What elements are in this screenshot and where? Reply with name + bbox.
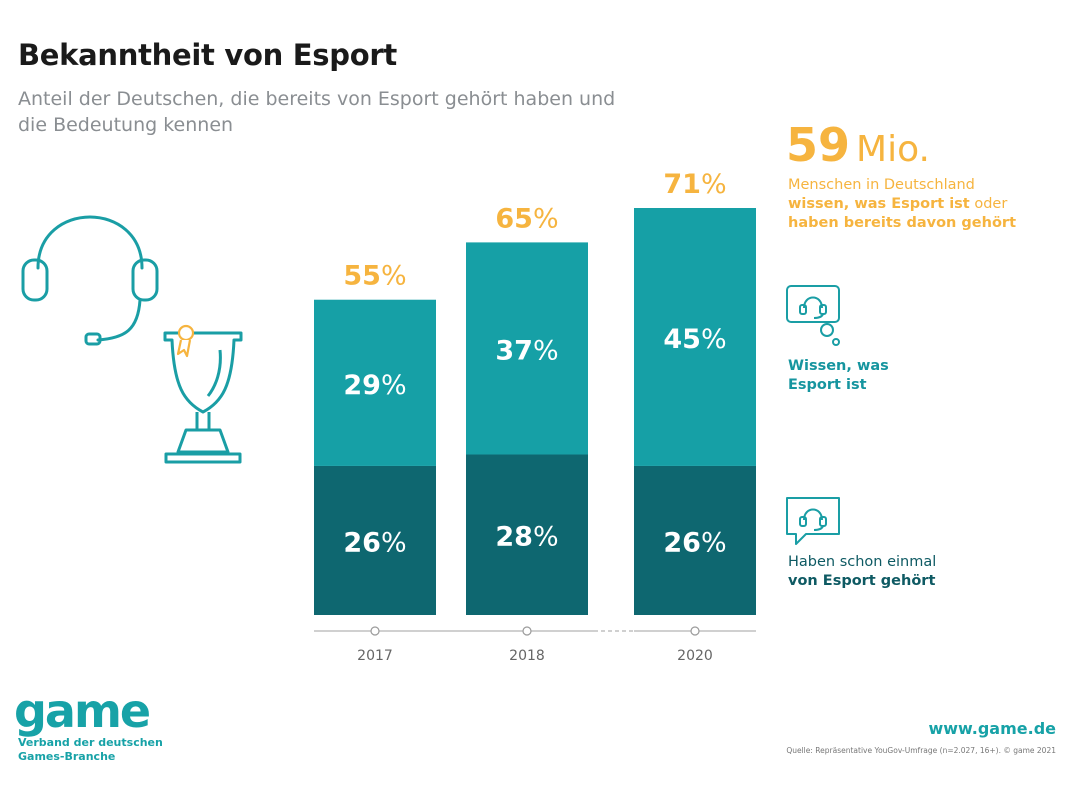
legend-heard: Haben schon einmal von Esport gehört: [788, 553, 1048, 591]
highlight-unit: Mio.: [856, 129, 930, 170]
speech-bubble-headset-icon: [786, 285, 840, 346]
highlight-desc-plain2: oder: [969, 196, 1008, 212]
highlight-figure: 59 Mio.: [786, 118, 930, 172]
source-note: Quelle: Repräsentative YouGov-Umfrage (n…: [786, 746, 1056, 755]
legend-heard-plain: Haben schon einmal: [788, 554, 937, 570]
data-label-2018-know: 37%: [495, 335, 558, 366]
total-label-2020: 71%: [663, 169, 726, 200]
x-tick-label-2020: 2020: [677, 648, 713, 664]
bar-2018-heard: [466, 454, 588, 615]
bar-2018-know: [466, 242, 588, 455]
x-axis-marker-2020: [690, 626, 700, 636]
x-tick-label-2018: 2018: [509, 648, 545, 664]
headset-trophy-illustration: [21, 215, 243, 464]
headset-icon: [21, 215, 159, 346]
logo-subtitle: Verband der deutschen Games-Branche: [18, 736, 163, 763]
website-url[interactable]: www.game.de: [928, 719, 1056, 738]
legend-know: Wissen, was Esport ist: [788, 358, 889, 393]
chart-subtitle: Anteil der Deutschen, die bereits von Es…: [18, 88, 616, 136]
data-label-2017-know: 29%: [343, 370, 406, 401]
highlight-desc-plain: Menschen in Deutschland: [788, 177, 975, 193]
bar-2020-know: [634, 208, 756, 466]
total-label-2017: 55%: [343, 261, 406, 292]
data-label-2017-heard: 26%: [343, 527, 406, 558]
highlight-desc-bold: wissen, was Esport ist: [788, 196, 970, 212]
bar-2017-heard: [314, 465, 436, 615]
bar-2017-know: [314, 299, 436, 466]
x-axis-marker-2017: [370, 626, 380, 636]
x-axis-marker-2018: [522, 626, 532, 636]
trophy-icon: [163, 324, 243, 464]
x-tick-label-2017: 2017: [357, 648, 393, 664]
highlight-desc-bold2: haben bereits davon gehört: [788, 215, 1016, 231]
bar-2020-heard: [634, 465, 756, 615]
highlight-description: Menschen in Deutschland wissen, was Espo…: [788, 176, 1058, 233]
data-label-2020-know: 45%: [663, 324, 726, 355]
data-label-2020-heard: 26%: [663, 527, 726, 558]
chart-title: Bekanntheit von Esport: [18, 38, 397, 72]
data-label-2018-heard: 28%: [495, 522, 558, 553]
legend-heard-bold: von Esport gehört: [788, 573, 936, 589]
highlight-number: 59: [786, 118, 851, 172]
chat-bubble-headset-icon: [786, 497, 840, 545]
total-label-2018: 65%: [495, 203, 558, 234]
game-logo: game: [14, 684, 151, 738]
